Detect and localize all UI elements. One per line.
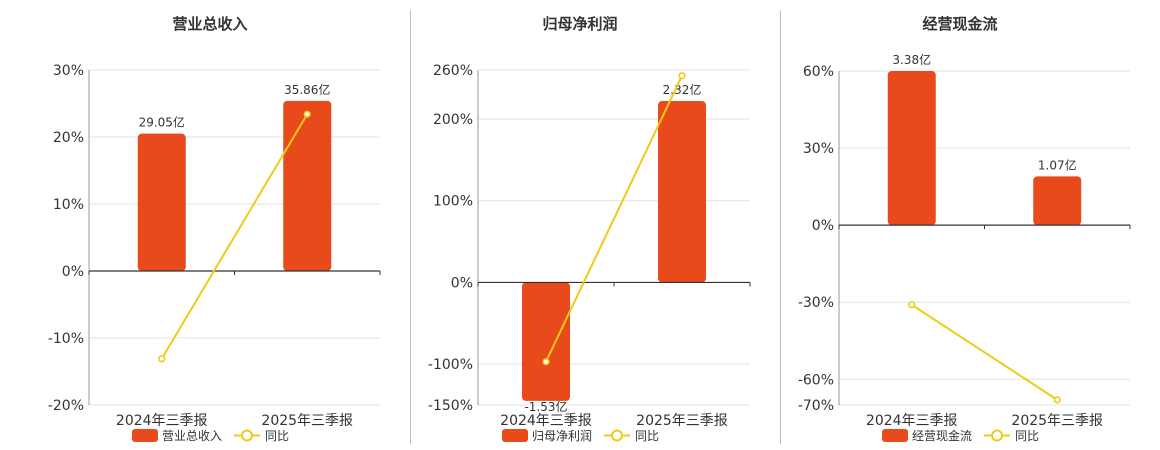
net-profit-chart: 归母净利润 260% 200% 100% 0% -100% -150% -1.53亿 2.32亿… [428, 15, 751, 443]
x-category-label: 2025年三季报 [636, 413, 728, 429]
legend-bar-swatch [502, 429, 528, 442]
legend-bar-label: 营业总收入 [162, 429, 222, 443]
yoy-point [908, 301, 916, 309]
yoy-point [1053, 396, 1061, 404]
legend-line-marker [611, 429, 623, 442]
y-tick-label: 20% [53, 130, 84, 146]
yoy-point [303, 110, 311, 118]
bar-data-label: 1.07亿 [1038, 157, 1077, 172]
chart-title: 归母净利润 [542, 15, 617, 33]
y-tick-label: 30% [53, 63, 84, 79]
legend-bar-label: 归母净利润 [532, 429, 592, 443]
bar-data-label: 2.32亿 [663, 82, 702, 97]
y-tick-label: -30% [798, 295, 834, 311]
yoy-point [542, 358, 550, 366]
bar-data-label: 35.86亿 [284, 82, 330, 97]
cash-flow-chart: 经营现金流 60% 30% 0% -30% -60% -70% 3.38亿 1.07亿 2024年… [798, 15, 1131, 443]
yoy-line [545, 75, 683, 363]
chart-panel-net-profit: 归母净利润 260% 200% 100% 0% -100% -150% -1.53亿 2.32亿… [390, 0, 760, 450]
chart-panel-revenue: 营业总收入 30% 20% 10% 0% -10% -20% 29.05亿 35.86亿 2024… [0, 0, 381, 450]
bar-data-label: 29.05亿 [139, 115, 185, 130]
revenue-chart: 营业总收入 30% 20% 10% 0% -10% -20% 29.05亿 35.86亿 2024… [48, 15, 381, 443]
bar [1033, 176, 1082, 226]
y-tick-label: -20% [48, 398, 84, 414]
x-category-label: 2025年三季报 [261, 413, 353, 429]
y-tick-label: 260% [433, 63, 473, 79]
legend-bar-label: 经营现金流 [912, 428, 972, 443]
y-tick-label: 200% [433, 112, 473, 128]
chart-panel-cash-flow: 经营现金流 60% 30% 0% -30% -60% -70% 3.38亿 1.07亿 2024年… [760, 0, 1131, 450]
legend-line-label: 同比 [635, 429, 659, 443]
y-tick-label: -60% [798, 372, 834, 388]
legend-bar-swatch [882, 429, 908, 442]
y-tick-label: 60% [803, 64, 834, 80]
yoy-line [160, 113, 309, 360]
legend-line-label: 同比 [1015, 429, 1039, 443]
y-tick-label: 0% [451, 275, 473, 291]
legend-line-label: 同比 [265, 429, 289, 443]
bar [522, 282, 570, 401]
y-tick-label: -70% [798, 398, 834, 414]
bar [137, 133, 186, 271]
bar [658, 101, 706, 283]
yoy-point [678, 72, 686, 80]
y-tick-label: -100% [428, 357, 473, 373]
x-category-label: 2024年三季报 [116, 413, 208, 429]
y-tick-label: 0% [812, 218, 834, 234]
y-tick-label: 30% [803, 141, 834, 157]
bar-data-label: 3.38亿 [892, 52, 931, 67]
yoy-point [158, 355, 166, 363]
x-category-label: 2025年三季报 [1011, 413, 1103, 429]
panel-divider [410, 10, 411, 444]
legend-line-marker [241, 429, 253, 442]
bar-data-label: -1.53亿 [524, 399, 567, 414]
panel-divider [780, 10, 781, 444]
chart-title: 经营现金流 [922, 15, 997, 33]
legend-line-marker [991, 429, 1003, 442]
x-category-label: 2024年三季报 [866, 413, 958, 429]
x-category-label: 2024年三季报 [500, 413, 592, 429]
y-tick-label: 10% [53, 197, 84, 213]
bar [887, 71, 936, 226]
y-tick-label: 100% [433, 194, 473, 210]
y-tick-label: -150% [428, 398, 473, 414]
chart-title: 营业总收入 [172, 15, 247, 33]
y-tick-label: 0% [62, 264, 84, 280]
y-tick-label: -10% [48, 331, 84, 347]
legend-bar-swatch [132, 429, 158, 442]
yoy-line [911, 303, 1058, 401]
bar [283, 100, 332, 271]
